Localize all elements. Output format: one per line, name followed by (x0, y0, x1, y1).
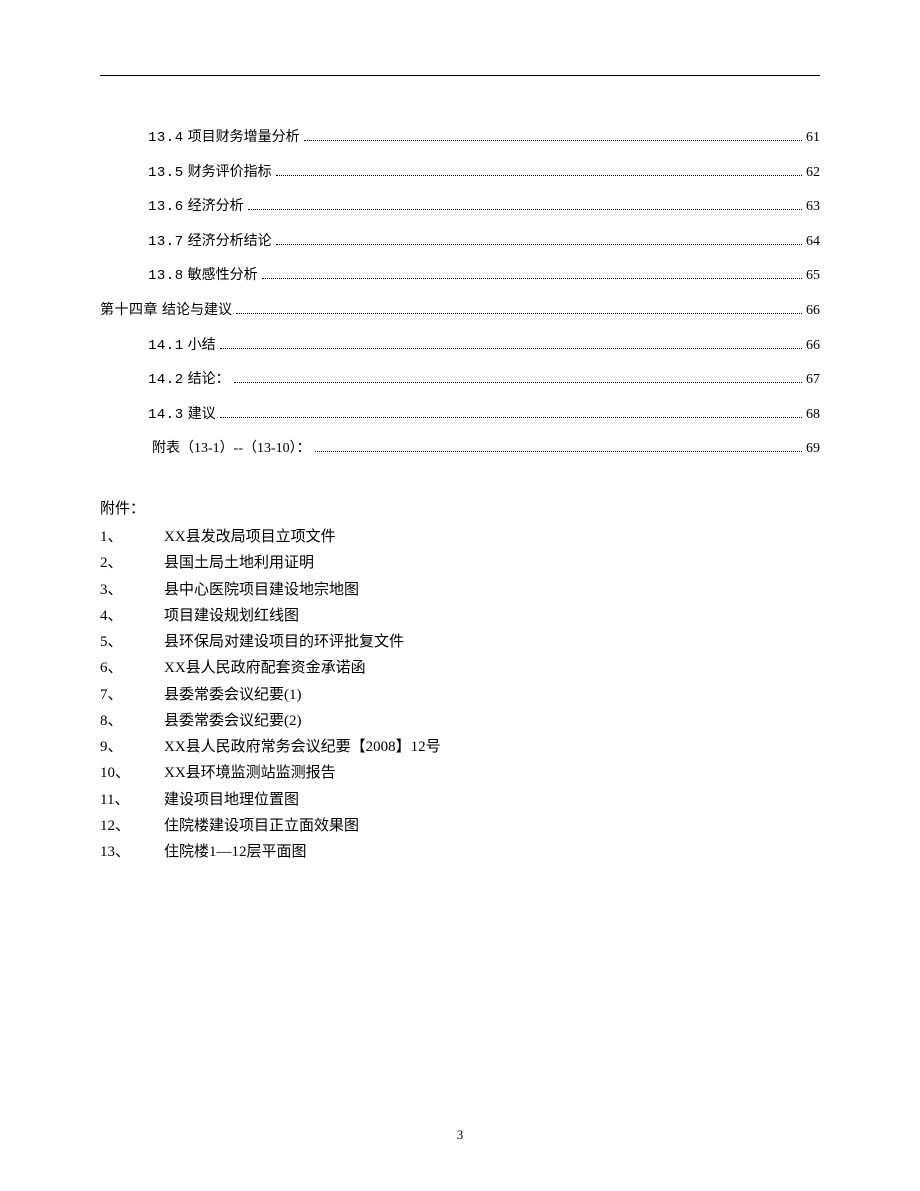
toc-entry-number: 13.5 (148, 157, 184, 191)
toc-entry-title: 敏感性分析 (188, 259, 258, 293)
toc-entry-title: 小结 (188, 329, 216, 363)
attachment-number: 3、 (100, 577, 164, 603)
toc-entry-page: 68 (806, 398, 820, 432)
toc-entry: 14.3建议 68 (100, 398, 820, 433)
attachment-text: XX县发改局项目立项文件 (164, 524, 336, 550)
attachment-item: 5、县环保局对建设项目的环评批复文件 (100, 629, 820, 655)
toc-leader-dots (276, 175, 802, 176)
attachment-number: 12、 (100, 813, 164, 839)
attachment-number: 8、 (100, 708, 164, 734)
toc-leader-dots (220, 348, 802, 349)
toc-section: 13.4项目财务增量分析6113.5财务评价指标6213.6经济分析6313.7… (100, 121, 820, 466)
attachment-number: 11、 (100, 787, 164, 813)
toc-entry-title: 项目财务增量分析 (188, 121, 300, 155)
toc-entry: 13.7经济分析结论 64 (100, 225, 820, 260)
toc-entry: 14.2结论： 67 (100, 363, 820, 398)
toc-leader-dots (304, 140, 802, 141)
toc-entry-number: 13.7 (148, 226, 184, 260)
toc-entry-title: 结论与建议 (162, 294, 232, 328)
attachment-item: 10、XX县环境监测站监测报告 (100, 760, 820, 786)
attachments-title: 附件： (100, 496, 820, 522)
attachment-number: 4、 (100, 603, 164, 629)
toc-entry-page: 67 (806, 363, 820, 397)
toc-leader-dots (236, 313, 802, 314)
attachment-number: 13、 (100, 839, 164, 865)
toc-entry: 13.8 敏感性分析 65 (100, 259, 820, 294)
attachment-item: 6、XX县人民政府配套资金承诺函 (100, 655, 820, 681)
toc-leader-dots (276, 244, 802, 245)
toc-entry: 13.6经济分析 63 (100, 190, 820, 225)
toc-entry-title: 附表（13-1）--（13-10）： (152, 432, 311, 466)
toc-entry-page: 66 (806, 294, 820, 328)
toc-leader-dots (234, 382, 802, 383)
attachment-number: 6、 (100, 655, 164, 681)
document-page: 13.4项目财务增量分析6113.5财务评价指标6213.6经济分析6313.7… (0, 0, 920, 1191)
attachment-text: XX县人民政府常务会议纪要【2008】12号 (164, 734, 441, 760)
toc-entry-page: 66 (806, 329, 820, 363)
page-number: 3 (0, 1127, 920, 1143)
attachment-text: 县委常委会议纪要(2) (164, 708, 302, 734)
toc-leader-dots (315, 451, 802, 452)
toc-entry-page: 63 (806, 190, 820, 224)
attachment-text: 住院楼1—12层平面图 (164, 839, 307, 865)
toc-entry-page: 62 (806, 156, 820, 190)
toc-entry-title: 财务评价指标 (188, 156, 272, 190)
attachments-section: 附件： 1、XX县发改局项目立项文件2、县国土局土地利用证明3、县中心医院项目建… (100, 496, 820, 866)
attachment-text: 县国土局土地利用证明 (164, 550, 314, 576)
attachment-item: 12、住院楼建设项目正立面效果图 (100, 813, 820, 839)
toc-entry-title: 结论： (188, 363, 230, 397)
attachment-item: 8、县委常委会议纪要(2) (100, 708, 820, 734)
toc-entry-number: 13.8 (148, 260, 184, 294)
attachment-item: 7、县委常委会议纪要(1) (100, 682, 820, 708)
toc-leader-dots (248, 209, 802, 210)
toc-leader-dots (220, 417, 802, 418)
toc-entry-number: 14.2 (148, 364, 184, 398)
attachment-text: 项目建设规划红线图 (164, 603, 299, 629)
toc-entry-number: 13.4 (148, 122, 184, 156)
attachment-number: 2、 (100, 550, 164, 576)
attachment-number: 5、 (100, 629, 164, 655)
attachments-list: 1、XX县发改局项目立项文件2、县国土局土地利用证明3、县中心医院项目建设地宗地… (100, 524, 820, 865)
attachment-text: XX县人民政府配套资金承诺函 (164, 655, 366, 681)
attachment-number: 7、 (100, 682, 164, 708)
attachment-text: 县中心医院项目建设地宗地图 (164, 577, 359, 603)
toc-entry-title: 经济分析 (188, 190, 244, 224)
toc-entry-page: 61 (806, 121, 820, 155)
attachment-text: 县环保局对建设项目的环评批复文件 (164, 629, 404, 655)
toc-entry-title: 经济分析结论 (188, 225, 272, 259)
attachment-item: 13、住院楼1—12层平面图 (100, 839, 820, 865)
toc-entry-page: 64 (806, 225, 820, 259)
toc-entry-number: 14.1 (148, 330, 184, 364)
attachment-item: 4、项目建设规划红线图 (100, 603, 820, 629)
toc-entry-number: 14.3 (148, 399, 184, 433)
attachment-number: 9、 (100, 734, 164, 760)
toc-entry: 14.1小结 66 (100, 329, 820, 364)
toc-entry-page: 65 (806, 259, 820, 293)
toc-entry: 附表（13-1）--（13-10）： 69 (100, 432, 820, 466)
attachment-text: 县委常委会议纪要(1) (164, 682, 302, 708)
attachment-item: 9、XX县人民政府常务会议纪要【2008】12号 (100, 734, 820, 760)
header-rule (100, 75, 820, 76)
attachment-item: 3、县中心医院项目建设地宗地图 (100, 577, 820, 603)
attachment-number: 1、 (100, 524, 164, 550)
attachment-item: 2、县国土局土地利用证明 (100, 550, 820, 576)
toc-entry-title: 建议 (188, 398, 216, 432)
attachment-text: 住院楼建设项目正立面效果图 (164, 813, 359, 839)
toc-entry: 13.5财务评价指标 62 (100, 156, 820, 191)
attachment-item: 11、建设项目地理位置图 (100, 787, 820, 813)
attachment-text: XX县环境监测站监测报告 (164, 760, 336, 786)
toc-leader-dots (262, 278, 802, 279)
toc-entry-number: 13.6 (148, 191, 184, 225)
attachment-item: 1、XX县发改局项目立项文件 (100, 524, 820, 550)
toc-entry: 13.4项目财务增量分析 61 (100, 121, 820, 156)
toc-entry: 第十四章 结论与建议 66 (100, 294, 820, 329)
toc-entry-number: 第十四章 (100, 295, 158, 329)
attachment-text: 建设项目地理位置图 (164, 787, 299, 813)
toc-entry-page: 69 (806, 432, 820, 466)
attachment-number: 10、 (100, 760, 164, 786)
